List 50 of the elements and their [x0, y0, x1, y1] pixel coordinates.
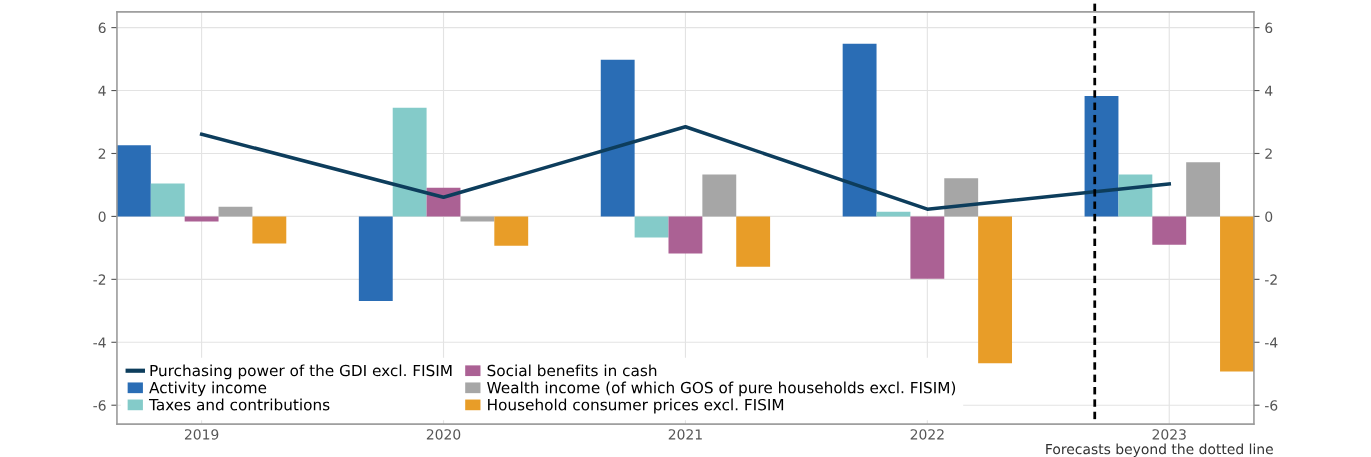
y2-tick-label: 2 — [1265, 148, 1272, 159]
x-tick-label: 2023 — [1152, 429, 1186, 440]
legend-label: Taxes and contributions — [148, 398, 330, 411]
bar — [1152, 216, 1187, 245]
y-tick-label: -6 — [93, 400, 106, 411]
y-tick-label: -4 — [93, 337, 106, 348]
bar — [668, 216, 703, 254]
bar — [702, 174, 737, 217]
bar — [1186, 162, 1221, 217]
y2-tick-label: 4 — [1265, 85, 1273, 96]
bar — [252, 216, 287, 244]
y2-tick-label: -2 — [1265, 274, 1277, 285]
bar — [944, 178, 979, 217]
bar — [634, 216, 669, 238]
bar — [736, 216, 771, 267]
bar — [218, 206, 253, 217]
bar — [358, 216, 393, 302]
y2-tick-label: -4 — [1265, 337, 1278, 348]
y2-tick-label: -6 — [1265, 400, 1278, 411]
text: Forecasts beyond the dotted line — [1046, 443, 1273, 457]
bar — [1118, 174, 1153, 217]
bar — [1220, 216, 1254, 372]
y-tick-label: 0 — [98, 211, 106, 222]
legend-label: Purchasing power of the GDI excl. FISIM — [150, 364, 452, 380]
y-tick-label: -2 — [93, 274, 106, 285]
y-tick-label: 6 — [98, 22, 106, 34]
bar — [600, 59, 635, 217]
line-series — [199, 125, 1171, 211]
bar — [1084, 95, 1119, 217]
y2-tick-label: 0 — [1265, 211, 1273, 222]
bar — [494, 216, 529, 246]
bar — [116, 145, 151, 217]
legend-label: Social benefits in cash — [487, 364, 657, 377]
bar — [910, 216, 945, 279]
bar — [392, 107, 427, 217]
legend-label: Activity income — [149, 381, 267, 397]
y2-tick-label: 6 — [1265, 22, 1273, 34]
x-tick-label: 2019 — [184, 429, 219, 440]
x-tick-label: 2020 — [426, 429, 461, 440]
y-tick-label: 4 — [98, 85, 106, 96]
y-tick-label: 2 — [98, 148, 106, 159]
x-tick-label: 2022 — [910, 429, 944, 440]
bar — [184, 216, 219, 222]
x-tick-label: 2021 — [668, 429, 702, 440]
legend-label: Wealth income (of which GOS of pure households excl. FISIM) — [487, 381, 956, 397]
legend-label: Household consumer prices excl. FISIM — [488, 398, 784, 414]
bar — [150, 183, 185, 217]
bar — [460, 216, 495, 222]
bar — [978, 216, 1013, 364]
bar — [842, 43, 877, 217]
